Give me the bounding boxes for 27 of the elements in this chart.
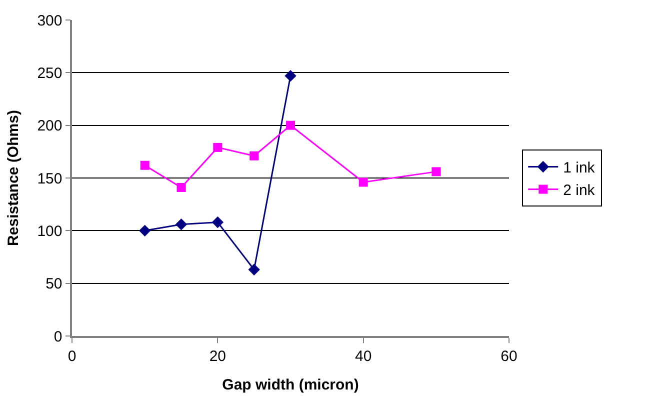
point xyxy=(250,151,259,160)
point xyxy=(284,70,296,82)
legend-label: 1 ink xyxy=(563,160,596,177)
x-tick-label: 40 xyxy=(354,348,372,365)
point xyxy=(176,182,186,192)
legend-label: 2 ink xyxy=(563,182,596,200)
y-tick-label: 100 xyxy=(37,222,62,240)
y-tick-label: 150 xyxy=(37,170,62,188)
point xyxy=(212,216,224,228)
x-tick-label: 20 xyxy=(209,348,226,365)
x-axis-title: Gap width (micron) xyxy=(222,376,359,394)
x-tick-label: 60 xyxy=(500,348,518,365)
point xyxy=(358,178,368,187)
point xyxy=(140,160,150,170)
y-axis-title: Resistance (Ohms) xyxy=(4,110,22,246)
y-tick-label: 300 xyxy=(37,12,62,30)
y-tick-label: 0 xyxy=(54,328,62,346)
x-tick-label: 0 xyxy=(68,348,76,365)
point xyxy=(175,218,188,230)
y-tick-label: 200 xyxy=(37,118,62,135)
point xyxy=(432,167,441,176)
point xyxy=(213,142,222,152)
y-tick-label: 50 xyxy=(46,276,62,293)
point xyxy=(248,264,260,276)
y-tick-label: 250 xyxy=(37,64,62,82)
point xyxy=(138,224,151,237)
point xyxy=(286,120,295,130)
